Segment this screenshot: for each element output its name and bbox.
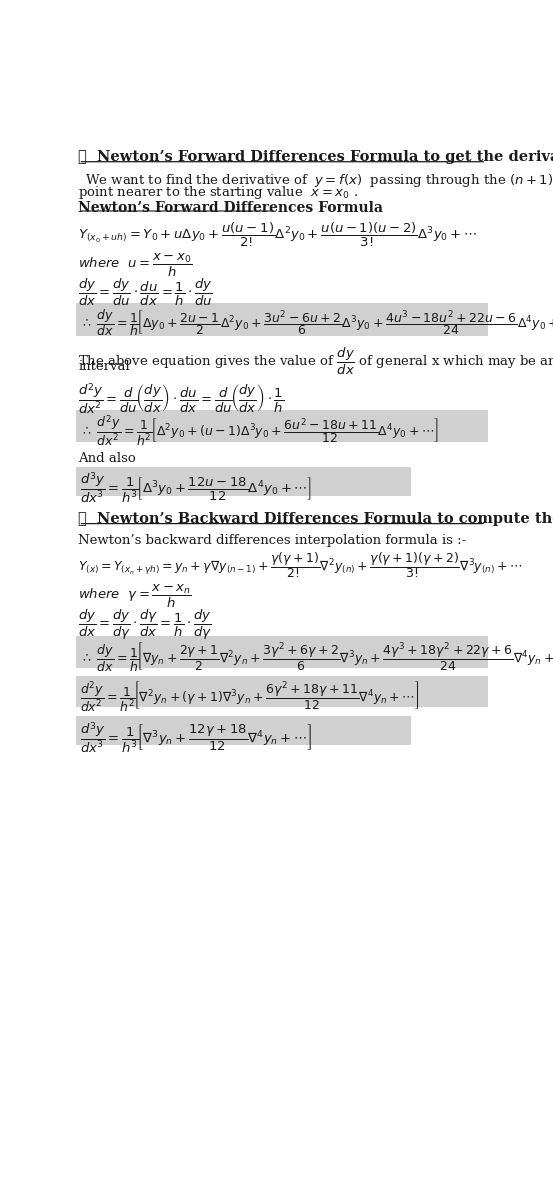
Text: $Y_{(x_0+uh)} = Y_0 + u\Delta y_0 + \dfrac{u(u-1)}{2!}\Delta^2 y_0 + \dfrac{u(u-: $Y_{(x_0+uh)} = Y_0 + u\Delta y_0 + \dfr… bbox=[79, 221, 477, 250]
Text: And also: And also bbox=[79, 452, 136, 464]
FancyBboxPatch shape bbox=[76, 716, 411, 745]
Text: ❖  Newton’s Backward Differences Formula to compute the derivative: ❖ Newton’s Backward Differences Formula … bbox=[79, 512, 553, 526]
Text: $\therefore\ \dfrac{dy}{dx} = \dfrac{1}{h}\!\left[\Delta y_0 + \dfrac{2u-1}{2}\D: $\therefore\ \dfrac{dy}{dx} = \dfrac{1}{… bbox=[80, 307, 553, 338]
Text: Newton’s backward differences interpolation formula is :-: Newton’s backward differences interpolat… bbox=[79, 534, 467, 547]
Text: interval: interval bbox=[79, 360, 130, 372]
Text: $\dfrac{dy}{dx} = \dfrac{dy}{du} \cdot \dfrac{du}{dx} = \dfrac{1}{h} \cdot \dfra: $\dfrac{dy}{dx} = \dfrac{dy}{du} \cdot \… bbox=[79, 276, 213, 307]
Text: point nearer to the starting value  $x = x_0$ .: point nearer to the starting value $x = … bbox=[79, 184, 358, 202]
Text: $where\ \ u = \dfrac{x - x_0}{h}$: $where\ \ u = \dfrac{x - x_0}{h}$ bbox=[79, 252, 193, 280]
Text: $where\ \ \gamma = \dfrac{x - x_n}{h}$: $where\ \ \gamma = \dfrac{x - x_n}{h}$ bbox=[79, 583, 192, 610]
Text: Newton’s Forward Differences Formula: Newton’s Forward Differences Formula bbox=[79, 200, 383, 215]
Text: $\dfrac{d^2y}{dx^2} = \dfrac{1}{h^2}\!\left[\nabla^2 y_n + (\gamma+1)\nabla^3 y_: $\dfrac{d^2y}{dx^2} = \dfrac{1}{h^2}\!\l… bbox=[80, 680, 419, 714]
Text: $\dfrac{dy}{dx} = \dfrac{dy}{d\gamma} \cdot \dfrac{d\gamma}{dx} = \dfrac{1}{h} \: $\dfrac{dy}{dx} = \dfrac{dy}{d\gamma} \c… bbox=[79, 607, 212, 642]
FancyBboxPatch shape bbox=[76, 676, 488, 707]
Text: $\therefore\ \dfrac{d^2y}{dx^2} = \dfrac{1}{h^2}\!\left[\Delta^2 y_0 + (u-1)\Del: $\therefore\ \dfrac{d^2y}{dx^2} = \dfrac… bbox=[80, 414, 439, 449]
Text: $\dfrac{d^2y}{dx^2} = \dfrac{d}{du}\!\left(\dfrac{dy}{dx}\right) \cdot \dfrac{du: $\dfrac{d^2y}{dx^2} = \dfrac{d}{du}\!\le… bbox=[79, 382, 285, 416]
FancyBboxPatch shape bbox=[76, 636, 488, 668]
Text: The above equation gives the value of $\dfrac{dy}{dx}$ of general x which may be: The above equation gives the value of $\… bbox=[79, 346, 553, 377]
FancyBboxPatch shape bbox=[76, 467, 411, 496]
Text: $\dfrac{d^3y}{dx^3} = \dfrac{1}{h^3}\!\left[\Delta^3 y_0 + \dfrac{12u-18}{12}\De: $\dfrac{d^3y}{dx^3} = \dfrac{1}{h^3}\!\l… bbox=[80, 470, 312, 505]
Text: $\dfrac{d^3y}{dx^3} = \dfrac{1}{h^3}\!\left[\nabla^3 y_n + \dfrac{12\gamma+18}{1: $\dfrac{d^3y}{dx^3} = \dfrac{1}{h^3}\!\l… bbox=[80, 720, 312, 755]
FancyBboxPatch shape bbox=[76, 304, 488, 336]
Text: We want to find the derivative of  $y = f(x)$  passing through the $(n+1)$ point: We want to find the derivative of $y = f… bbox=[85, 172, 553, 188]
Text: $Y_{(x)} = Y_{(x_n+\gamma h)} = y_n + \gamma\nabla y_{(n-1)} + \dfrac{\gamma(\ga: $Y_{(x)} = Y_{(x_n+\gamma h)} = y_n + \g… bbox=[79, 551, 523, 581]
Text: $\therefore\ \dfrac{dy}{dx} = \dfrac{1}{h}\!\left[\nabla y_n + \dfrac{2\gamma+1}: $\therefore\ \dfrac{dy}{dx} = \dfrac{1}{… bbox=[80, 640, 553, 673]
Text: ❖  Newton’s Forward Differences Formula to get the derivative: ❖ Newton’s Forward Differences Formula t… bbox=[79, 150, 553, 164]
FancyBboxPatch shape bbox=[76, 409, 488, 442]
